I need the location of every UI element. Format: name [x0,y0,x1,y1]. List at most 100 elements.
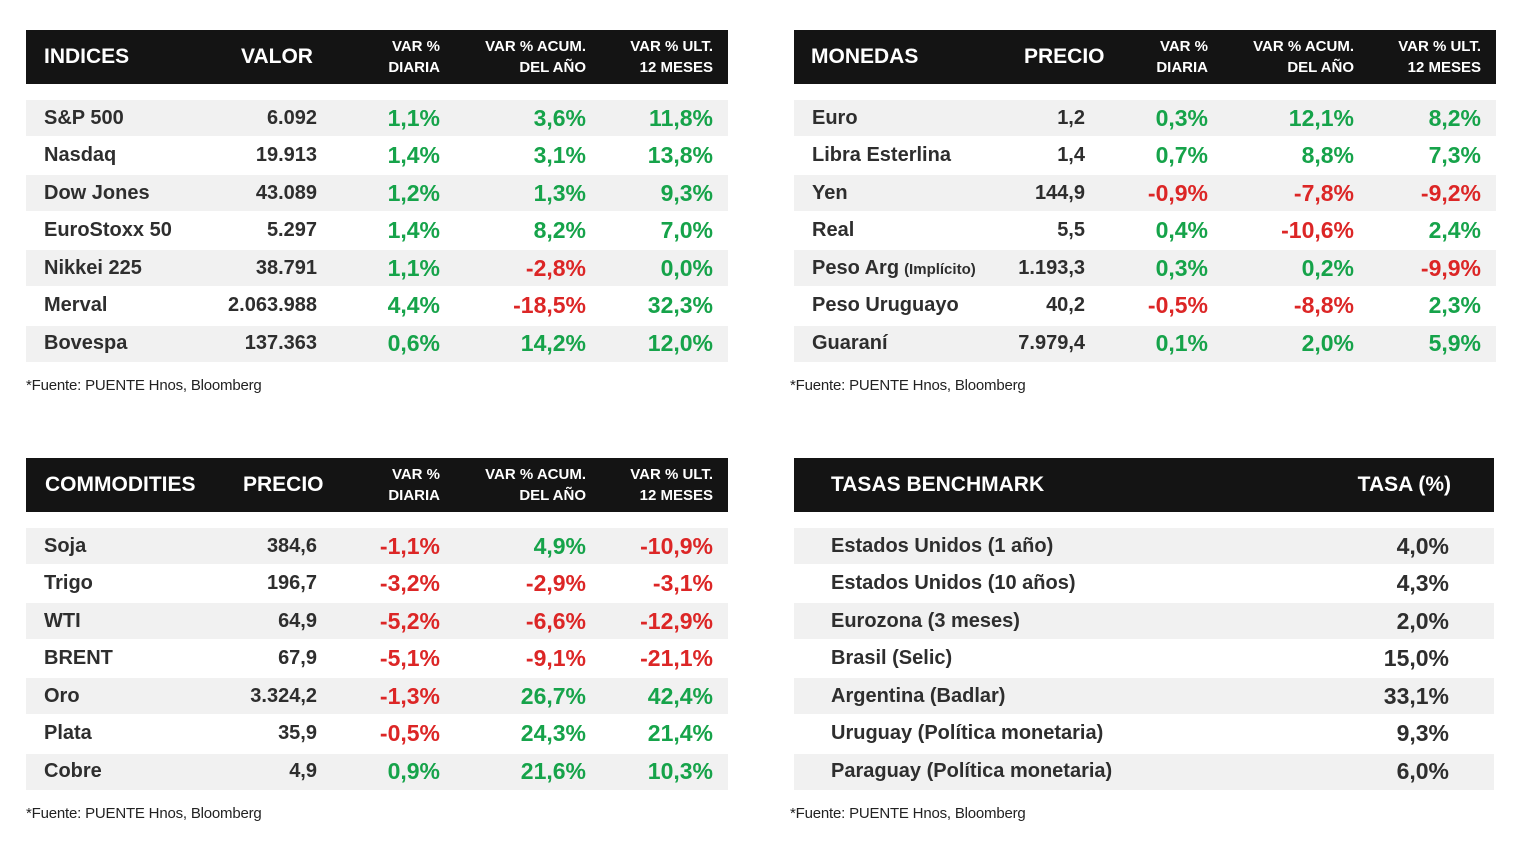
row-var-acum: 3,6% [533,104,586,131]
row-var-diaria: 0,4% [1155,217,1208,244]
row-value: 2.063.988 [228,294,317,317]
row-var-acum: 4,9% [533,532,586,559]
row-var-12m: -12,9% [640,607,713,634]
row-name: Libra Esterlina [812,138,951,174]
row-var-diaria: -0,5% [379,720,440,747]
row-var-12m: 9,3% [660,179,713,206]
row-name: Cobre [44,754,102,790]
header-commodities: COMMODITIES [45,473,196,496]
row-var-12m: -9,2% [1420,179,1481,206]
row-value: 19.913 [255,144,317,167]
row-var-12m: 5,9% [1428,330,1481,357]
row-name: Bovespa [44,326,127,362]
table-row: Oro 3.324,2 -1,3% 26,7% 42,4% [26,678,728,715]
row-var-diaria: -1,3% [379,682,440,709]
table-row: Peso Arg (Implícito) 1.193,3 0,3% 0,2% -9,9% [794,250,1496,287]
row-var-acum: 3,1% [533,142,586,169]
row-name: Guaraní [812,326,888,362]
row-value: 6.092 [266,106,317,129]
row-var-acum: 0,2% [1301,254,1354,281]
row-value: 35,9 [278,722,317,745]
row-var-acum: 12,1% [1288,104,1354,131]
header-var-acum: VAR % ACUM. DEL AÑO [485,38,586,76]
row-value: 1,4 [1057,144,1085,167]
row-var-acum: 26,7% [520,682,586,709]
row-name: Brasil (Selic) [831,647,953,670]
header-tasa: TASA (%) [1357,473,1451,496]
table-row: Euro 1,2 0,3% 12,1% 8,2% [794,100,1496,136]
source-note: *Fuente: PUENTE Hnos, Bloomberg [790,377,1026,394]
row-name: S&P 500 [44,100,124,136]
row-var-acum: 2,0% [1301,330,1354,357]
row-var-diaria: 1,1% [387,254,440,281]
table-row: Peso Uruguayo 40,2 -0,5% -8,8% 2,3% [794,288,1496,324]
header-var-diaria: VAR % DIARIA [388,38,440,76]
table-row: Nikkei 225 38.791 1,1% -2,8% 0,0% [26,250,728,287]
header-var-12m: VAR % ULT. 12 MESES [630,466,713,504]
row-var-acum: 14,2% [520,330,586,357]
row-var-diaria: 1,4% [387,217,440,244]
row-value: 144,9 [1034,181,1085,204]
row-var-diaria: -1,1% [379,532,440,559]
row-value: 64,9 [278,609,317,632]
source-note: *Fuente: PUENTE Hnos, Bloomberg [26,805,262,822]
table-row: WTI 64,9 -5,2% -6,6% -12,9% [26,603,728,640]
row-var-diaria: 1,1% [387,104,440,131]
row-var-acum: 8,8% [1301,142,1354,169]
row-var-acum: -6,6% [525,607,586,634]
table-row: Real 5,5 0,4% -10,6% 2,4% [794,213,1496,249]
row-var-diaria: -5,1% [379,645,440,672]
row-var-12m: -10,9% [640,532,713,559]
row-var-12m: 2,4% [1428,217,1481,244]
table-row: S&P 500 6.092 1,1% 3,6% 11,8% [26,100,728,136]
commodities-header: COMMODITIES PRECIO VAR % DIARIA VAR % ACU… [26,458,728,512]
row-var-12m: 8,2% [1428,104,1481,131]
row-name: Merval [44,288,107,324]
row-name-text: Trigo [44,572,93,595]
table-row: BRENT 67,9 -5,1% -9,1% -21,1% [26,641,728,677]
row-name: Oro [44,678,80,714]
table-row: Eurozona (3 meses) 2,0% [794,603,1494,640]
row-value: 7.979,4 [1018,332,1085,355]
table-row: Estados Unidos (1 año) 4,0% [794,528,1494,564]
row-name-text: Peso Uruguayo [812,294,959,317]
row-rate: 15,0% [1383,645,1449,672]
commodities-table: COMMODITIES PRECIO VAR % DIARIA VAR % ACU… [26,458,728,791]
row-rate: 6,0% [1396,758,1449,785]
row-var-acum: -10,6% [1281,217,1354,244]
row-name: Eurozona (3 meses) [831,609,1020,632]
row-var-acum: 1,3% [533,179,586,206]
row-name-text: Real [812,219,855,242]
row-var-diaria: 4,4% [387,292,440,319]
row-name-text: WTI [44,609,81,632]
row-name-text: Yen [812,181,848,204]
table-row: EuroStoxx 50 5.297 1,4% 8,2% 7,0% [26,213,728,249]
row-var-acum: -8,8% [1293,292,1354,319]
indices-rows: S&P 500 6.092 1,1% 3,6% 11,8% Nasdaq 19.913 1,4… [26,100,728,362]
row-name: Uruguay (Política monetaria) [831,722,1104,745]
header-valor: VALOR [241,45,313,68]
header-var-acum: VAR % ACUM. DEL AÑO [485,466,586,504]
row-rate: 4,0% [1396,532,1449,559]
row-name-text: Nasdaq [44,144,117,167]
row-rate: 2,0% [1396,607,1449,634]
header-indices: INDICES [44,45,130,68]
table-row: Soja 384,6 -1,1% 4,9% -10,9% [26,528,728,564]
indices-table: INDICES VALOR VAR % DIARIA VAR % ACUM. DEL… [26,30,728,363]
row-var-diaria: 0,3% [1155,254,1208,281]
row-name-text: Libra Esterlina [812,144,951,167]
header-var-diaria: VAR % DIARIA [1156,38,1208,76]
row-name-text: Dow Jones [44,181,150,204]
row-var-12m: 32,3% [647,292,713,319]
row-var-12m: 7,0% [660,217,713,244]
row-var-acum: 21,6% [520,758,586,785]
commodities-rows: Soja 384,6 -1,1% 4,9% -10,9% Trigo 196,7 -3,2% -… [26,528,728,790]
row-value: 40,2 [1046,294,1085,317]
table-row: Paraguay (Política monetaria) 6,0% [794,753,1494,790]
row-var-acum: -2,8% [525,254,586,281]
row-value: 1,2 [1057,106,1085,129]
row-var-12m: 21,4% [647,720,713,747]
row-name: Peso Uruguayo [812,288,959,324]
row-name-text: Peso Arg [812,256,900,279]
row-name: Euro [812,100,858,136]
